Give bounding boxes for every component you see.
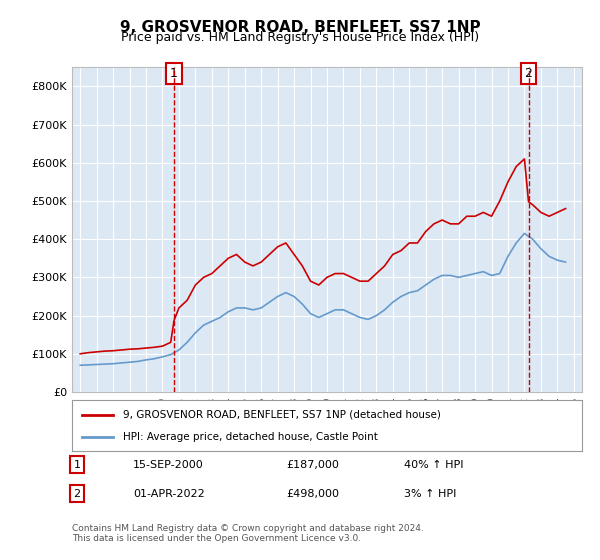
Text: 9, GROSVENOR ROAD, BENFLEET, SS7 1NP: 9, GROSVENOR ROAD, BENFLEET, SS7 1NP <box>119 20 481 35</box>
Text: 40% ↑ HPI: 40% ↑ HPI <box>404 460 463 470</box>
Text: 15-SEP-2000: 15-SEP-2000 <box>133 460 204 470</box>
Text: 01-APR-2022: 01-APR-2022 <box>133 489 205 498</box>
Text: Contains HM Land Registry data © Crown copyright and database right 2024.
This d: Contains HM Land Registry data © Crown c… <box>72 524 424 543</box>
Text: 9, GROSVENOR ROAD, BENFLEET, SS7 1NP (detached house): 9, GROSVENOR ROAD, BENFLEET, SS7 1NP (de… <box>123 409 441 419</box>
Text: HPI: Average price, detached house, Castle Point: HPI: Average price, detached house, Cast… <box>123 432 378 442</box>
Text: Price paid vs. HM Land Registry's House Price Index (HPI): Price paid vs. HM Land Registry's House … <box>121 31 479 44</box>
Text: £187,000: £187,000 <box>286 460 339 470</box>
Text: 3% ↑ HPI: 3% ↑ HPI <box>404 489 456 498</box>
Text: £498,000: £498,000 <box>286 489 339 498</box>
Text: 2: 2 <box>74 489 80 498</box>
Text: 1: 1 <box>74 460 80 470</box>
Text: 1: 1 <box>170 67 178 80</box>
Text: 2: 2 <box>524 67 532 80</box>
